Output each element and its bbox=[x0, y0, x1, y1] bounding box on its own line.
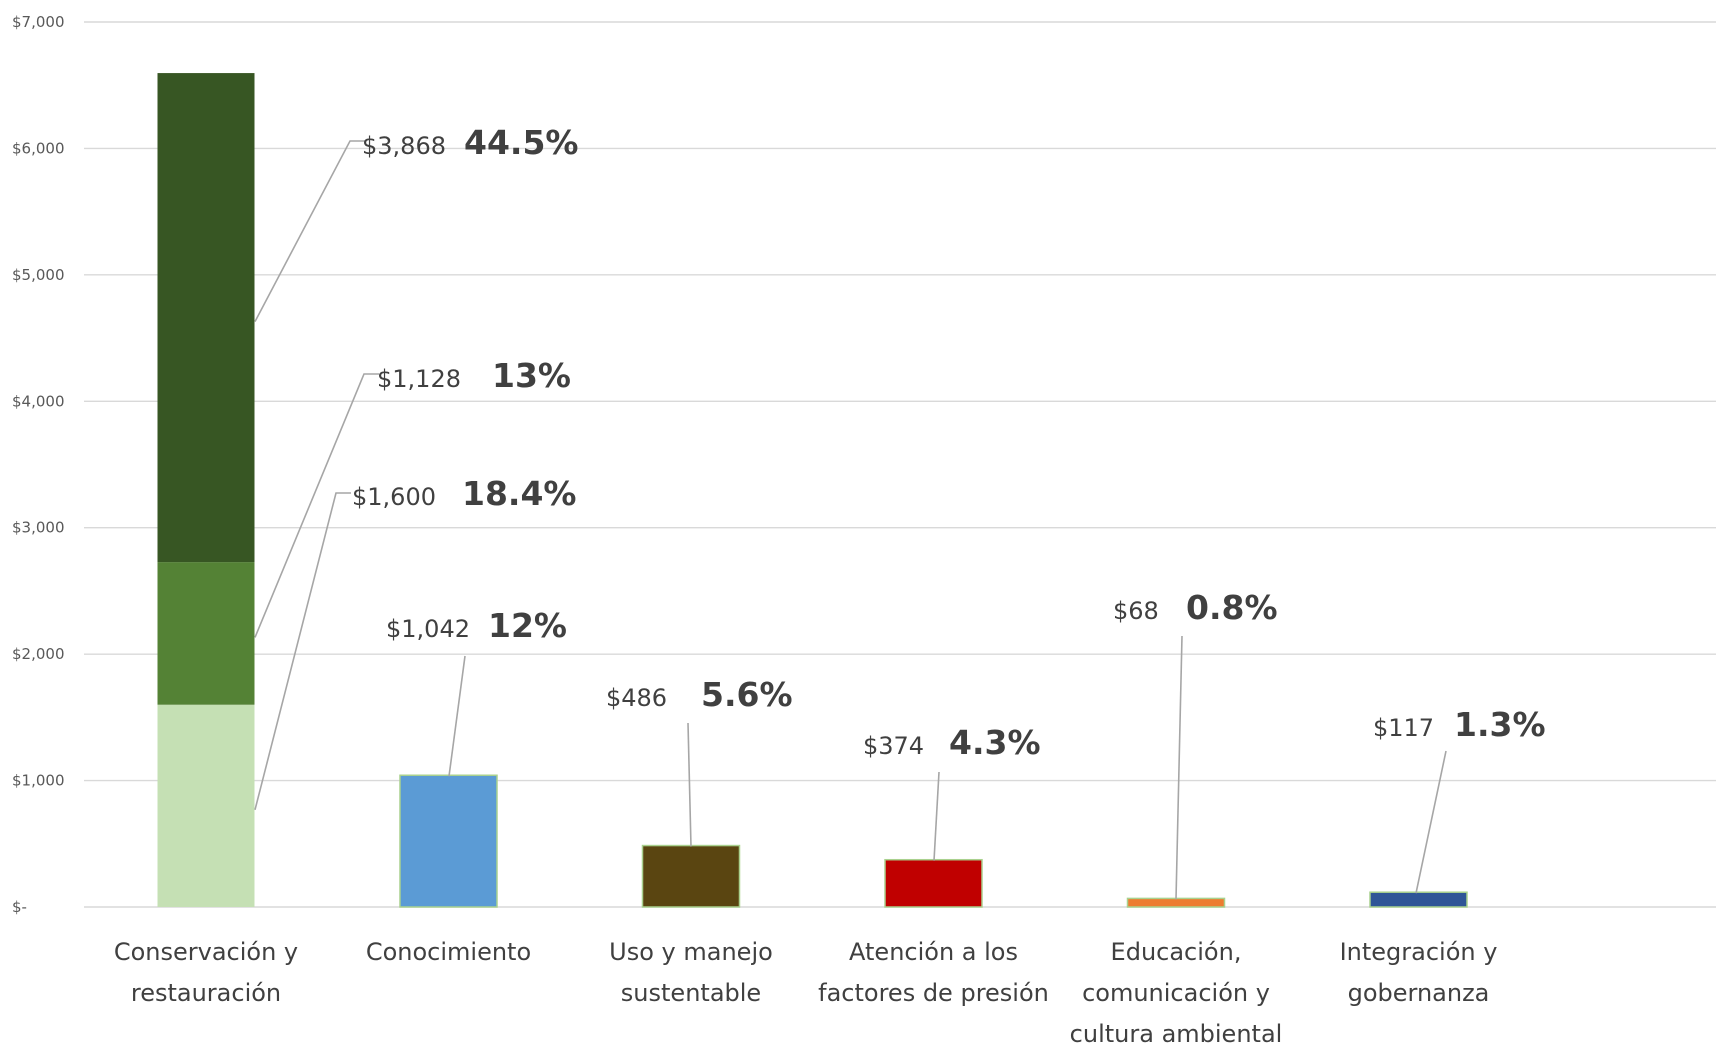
data-value-label: $1,042 bbox=[386, 615, 470, 643]
data-value-label: $117 bbox=[1373, 714, 1434, 742]
x-category-label: restauración bbox=[131, 979, 281, 1007]
x-category-label: Conservación y bbox=[114, 938, 298, 966]
x-category-label: sustentable bbox=[621, 979, 761, 1007]
x-category-label: gobernanza bbox=[1348, 979, 1490, 1007]
leader-line bbox=[254, 140, 365, 322]
data-percent-label: 5.6% bbox=[701, 675, 793, 714]
data-percent-label: 12% bbox=[488, 606, 567, 645]
leader-line bbox=[933, 771, 940, 861]
data-value-label: $68 bbox=[1113, 597, 1159, 625]
data-percent-label: 1.3% bbox=[1454, 705, 1546, 744]
bar-segment bbox=[1369, 891, 1468, 908]
bar-segment bbox=[157, 562, 255, 705]
leader-line bbox=[254, 492, 351, 811]
data-percent-label: 0.8% bbox=[1186, 588, 1278, 627]
bar-segment bbox=[399, 774, 498, 908]
data-value-label: $1,128 bbox=[377, 365, 461, 393]
data-value-label: $3,868 bbox=[362, 132, 446, 160]
leader-line bbox=[1415, 750, 1447, 894]
data-percent-label: 13% bbox=[492, 356, 571, 395]
y-tick-label: $7,000 bbox=[12, 13, 65, 31]
y-tick-label: $1,000 bbox=[12, 772, 65, 790]
data-percent-label: 18.4% bbox=[462, 474, 577, 513]
y-tick-label: $- bbox=[12, 898, 27, 916]
y-axis-ticks: $- $1,000 $2,000 $3,000 $4,000 $5,000 $6,000 $7… bbox=[12, 13, 65, 916]
x-category-label: cultura ambiental bbox=[1070, 1020, 1283, 1048]
y-tick-label: $3,000 bbox=[12, 519, 65, 537]
data-value-label: $1,600 bbox=[352, 483, 436, 511]
bar-segment bbox=[884, 858, 983, 908]
data-percent-label: 4.3% bbox=[949, 723, 1041, 762]
leader-line bbox=[687, 722, 692, 847]
y-tick-label: $4,000 bbox=[12, 392, 65, 410]
leader-line bbox=[448, 655, 466, 777]
bars bbox=[157, 73, 1468, 908]
bar-segment bbox=[1126, 897, 1226, 908]
y-tick-label: $6,000 bbox=[12, 139, 65, 157]
x-category-label: comunicación y bbox=[1082, 979, 1270, 1007]
x-category-label: Uso y manejo bbox=[609, 938, 773, 966]
leader-line bbox=[1175, 635, 1183, 900]
bar-segment bbox=[157, 704, 255, 907]
x-axis-labels: Conservación y restauración Conocimiento Us… bbox=[114, 938, 1498, 1048]
data-value-label: $486 bbox=[606, 684, 667, 712]
x-category-label: Atención a los bbox=[849, 938, 1018, 966]
y-tick-label: $5,000 bbox=[12, 266, 65, 284]
leader-line bbox=[254, 373, 379, 638]
data-percent-label: 44.5% bbox=[464, 123, 579, 162]
leader-lines bbox=[254, 140, 1447, 900]
gridlines bbox=[84, 21, 1716, 908]
x-category-label: Educación, bbox=[1111, 938, 1242, 966]
x-category-label: factores de presión bbox=[818, 979, 1049, 1007]
bar-segment bbox=[641, 844, 741, 908]
y-tick-label: $2,000 bbox=[12, 645, 65, 663]
data-labels: $1,600 18.4% $1,128 13% $3,868 44.5% $1,042 12%… bbox=[352, 123, 1546, 762]
data-value-label: $374 bbox=[863, 732, 924, 760]
x-category-label: Conocimiento bbox=[366, 938, 531, 966]
bar-segment bbox=[157, 73, 255, 563]
x-category-label: Integración y bbox=[1340, 938, 1498, 966]
